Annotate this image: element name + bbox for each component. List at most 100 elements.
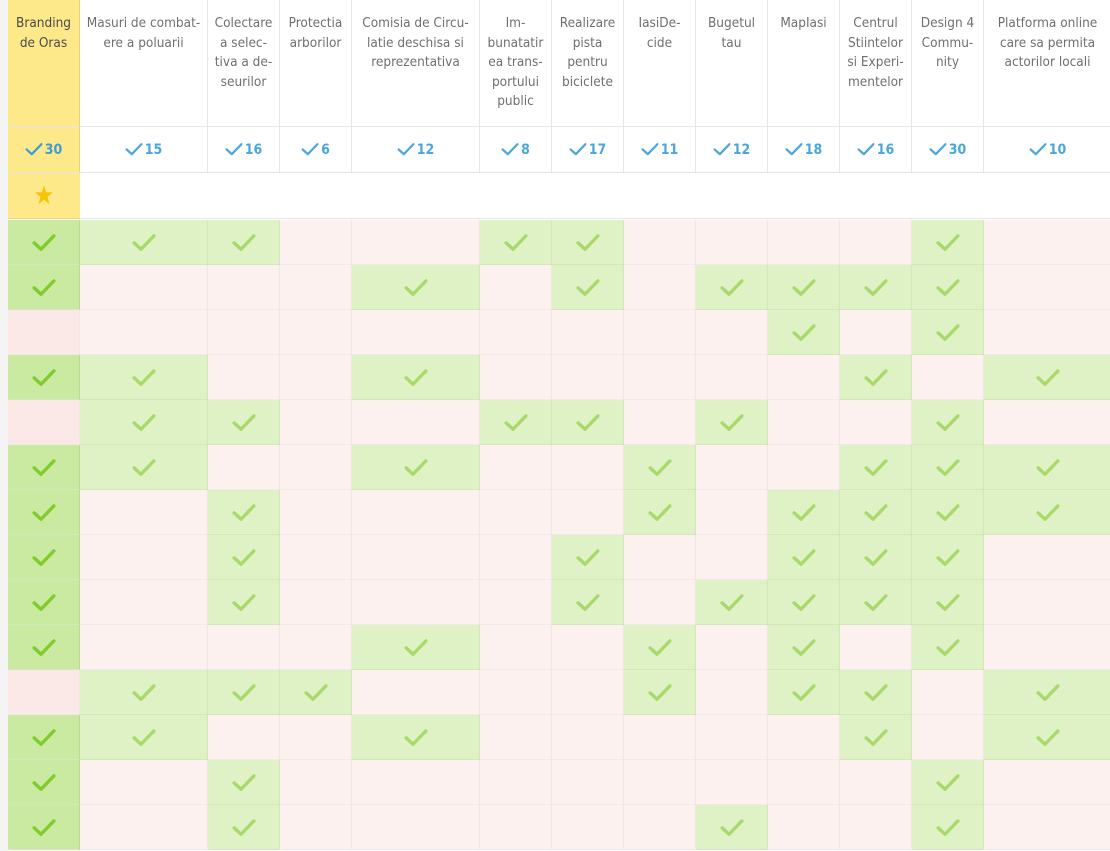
vote-cell-yes[interactable] (208, 580, 280, 625)
vote-cell-no[interactable] (552, 760, 624, 805)
vote-cell-yes[interactable] (8, 760, 80, 805)
vote-cell-no[interactable] (280, 625, 352, 670)
vote-cell-no[interactable] (624, 805, 696, 850)
vote-cell-yes[interactable] (984, 445, 1110, 490)
vote-cell-yes[interactable] (768, 310, 840, 355)
vote-cell-no[interactable] (480, 490, 552, 535)
vote-cell-no[interactable] (480, 310, 552, 355)
vote-cell-no[interactable] (80, 625, 208, 670)
vote-cell-no[interactable] (984, 310, 1110, 355)
vote-cell-yes[interactable] (840, 490, 912, 535)
vote-cell-yes[interactable] (912, 400, 984, 445)
column-header[interactable]: Im-bunatatir ea trans-portului publicIm-… (480, 0, 552, 127)
vote-cell-no[interactable] (280, 760, 352, 805)
vote-cell-no[interactable] (912, 670, 984, 715)
vote-cell-yes[interactable] (8, 535, 80, 580)
vote-cell-yes[interactable] (8, 490, 80, 535)
vote-cell-no[interactable] (840, 220, 912, 265)
vote-cell-no[interactable] (280, 535, 352, 580)
vote-cell-yes[interactable] (624, 490, 696, 535)
vote-cell-yes[interactable] (280, 670, 352, 715)
vote-cell-no[interactable] (480, 715, 552, 760)
vote-cell-yes[interactable] (912, 535, 984, 580)
vote-cell-no[interactable] (696, 760, 768, 805)
column-header[interactable]: IasiDe-cideIasiDe-cide (624, 0, 696, 127)
vote-cell-no[interactable] (768, 805, 840, 850)
vote-cell-yes[interactable] (352, 625, 480, 670)
vote-cell-no[interactable] (624, 580, 696, 625)
vote-cell-no[interactable] (696, 445, 768, 490)
vote-cell-no[interactable] (624, 535, 696, 580)
vote-cell-no[interactable] (984, 760, 1110, 805)
vote-cell-yes[interactable] (840, 265, 912, 310)
vote-cell-no[interactable] (696, 490, 768, 535)
vote-cell-no[interactable] (624, 220, 696, 265)
vote-cell-yes[interactable] (208, 760, 280, 805)
vote-cell-no[interactable] (696, 355, 768, 400)
vote-cell-no[interactable] (8, 670, 80, 715)
vote-cell-no[interactable] (280, 445, 352, 490)
vote-cell-yes[interactable] (696, 805, 768, 850)
vote-cell-no[interactable] (480, 760, 552, 805)
column-header[interactable]: Bugetul tauBugetultau (696, 0, 768, 127)
vote-cell-no[interactable] (280, 805, 352, 850)
vote-cell-no[interactable] (768, 220, 840, 265)
vote-cell-no[interactable] (280, 400, 352, 445)
column-header[interactable]: Platforma online care sa permita actoril… (984, 0, 1110, 127)
vote-cell-no[interactable] (696, 310, 768, 355)
vote-cell-no[interactable] (480, 535, 552, 580)
vote-cell-yes[interactable] (8, 445, 80, 490)
vote-cell-no[interactable] (768, 400, 840, 445)
vote-cell-no[interactable] (80, 535, 208, 580)
vote-cell-yes[interactable] (840, 580, 912, 625)
vote-cell-yes[interactable] (352, 355, 480, 400)
vote-cell-yes[interactable] (912, 490, 984, 535)
column-header[interactable]: Comisia de Circu-latie deschisa si repre… (352, 0, 480, 127)
vote-cell-no[interactable] (208, 355, 280, 400)
vote-cell-no[interactable] (8, 310, 80, 355)
vote-cell-no[interactable] (984, 265, 1110, 310)
vote-cell-yes[interactable] (912, 760, 984, 805)
vote-cell-no[interactable] (840, 625, 912, 670)
vote-cell-yes[interactable] (696, 265, 768, 310)
vote-cell-yes[interactable] (984, 715, 1110, 760)
vote-cell-no[interactable] (480, 355, 552, 400)
vote-cell-no[interactable] (696, 670, 768, 715)
vote-cell-no[interactable] (8, 400, 80, 445)
vote-cell-no[interactable] (280, 715, 352, 760)
vote-cell-no[interactable] (768, 355, 840, 400)
vote-cell-yes[interactable] (624, 670, 696, 715)
vote-cell-no[interactable] (768, 445, 840, 490)
vote-cell-no[interactable] (80, 805, 208, 850)
vote-cell-no[interactable] (552, 805, 624, 850)
vote-cell-yes[interactable] (352, 715, 480, 760)
vote-cell-yes[interactable] (8, 265, 80, 310)
vote-cell-yes[interactable] (552, 265, 624, 310)
vote-cell-no[interactable] (280, 580, 352, 625)
vote-cell-yes[interactable] (768, 490, 840, 535)
vote-cell-no[interactable] (552, 310, 624, 355)
vote-cell-no[interactable] (768, 715, 840, 760)
vote-cell-no[interactable] (208, 445, 280, 490)
vote-cell-yes[interactable] (552, 535, 624, 580)
vote-cell-yes[interactable] (912, 310, 984, 355)
vote-cell-no[interactable] (840, 760, 912, 805)
vote-cell-yes[interactable] (208, 805, 280, 850)
vote-cell-no[interactable] (280, 355, 352, 400)
vote-cell-yes[interactable] (8, 715, 80, 760)
vote-cell-no[interactable] (624, 760, 696, 805)
vote-cell-yes[interactable] (912, 445, 984, 490)
vote-cell-no[interactable] (552, 715, 624, 760)
vote-cell-no[interactable] (552, 355, 624, 400)
vote-cell-yes[interactable] (8, 580, 80, 625)
vote-cell-no[interactable] (984, 220, 1110, 265)
vote-cell-no[interactable] (552, 625, 624, 670)
vote-cell-yes[interactable] (840, 445, 912, 490)
vote-cell-yes[interactable] (208, 220, 280, 265)
vote-cell-yes[interactable] (840, 670, 912, 715)
vote-cell-no[interactable] (552, 670, 624, 715)
vote-cell-no[interactable] (696, 220, 768, 265)
vote-cell-yes[interactable] (552, 220, 624, 265)
vote-cell-no[interactable] (696, 535, 768, 580)
